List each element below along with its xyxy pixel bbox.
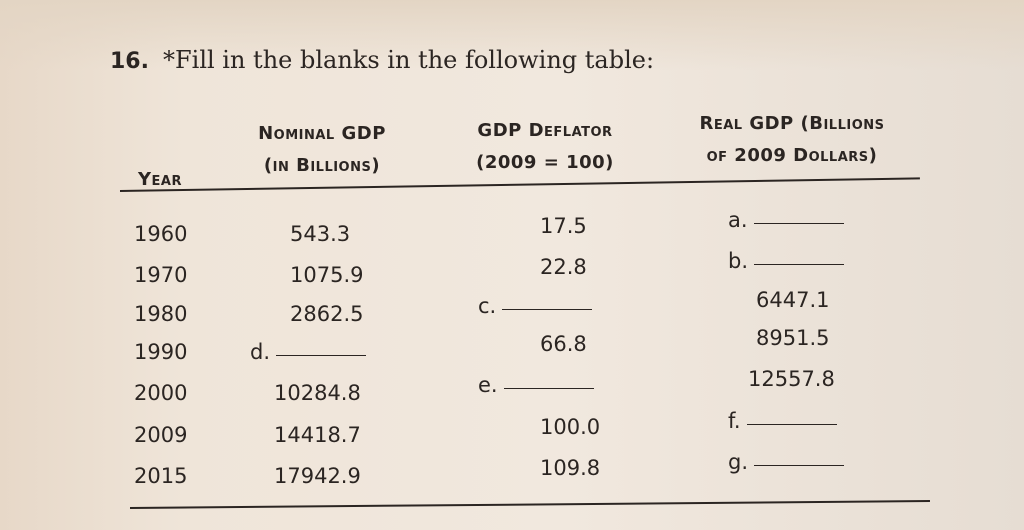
- cell-real: a.: [728, 208, 844, 232]
- cell-value: 14418.7: [274, 423, 361, 447]
- cell-real: g.: [728, 450, 845, 474]
- header-real-line1: Real GDP (Billions: [699, 113, 885, 134]
- cell-value: 12557.8: [748, 367, 835, 391]
- header-real-line2: of 2009 Dollars): [706, 145, 878, 166]
- answer-blank-line: [754, 263, 845, 265]
- cell-deflator: e.: [478, 373, 594, 397]
- cell-deflator: 109.8: [540, 456, 600, 480]
- cell-value: 1990: [134, 340, 188, 364]
- header-real-gdp: Real GDP (Billions of 2009 Dollars): [662, 108, 922, 172]
- page-top-shadow: [0, 0, 1024, 70]
- header-nominal-gdp: Nominal GDP (in Billions): [232, 118, 412, 182]
- cell-value: 543.3: [290, 222, 351, 246]
- blank-label: b.: [728, 249, 749, 273]
- blank-label: d.: [250, 340, 271, 364]
- bottom-rule: [129, 500, 930, 509]
- cell-value: 17.5: [540, 214, 587, 238]
- cell-nominal: d.: [250, 340, 367, 364]
- cell-real: b.: [728, 249, 845, 273]
- blank-label: c.: [478, 294, 497, 318]
- cell-nominal: 1075.9: [290, 263, 363, 287]
- cell-value: 66.8: [540, 332, 587, 356]
- cell-year: 2009: [134, 423, 187, 447]
- question-heading: 16. *Fill in the blanks in the following …: [110, 46, 654, 74]
- cell-real: 12557.8: [748, 367, 835, 391]
- cell-value: 109.8: [540, 456, 601, 480]
- cell-year: 1990: [134, 340, 187, 364]
- cell-value: 2015: [134, 464, 188, 488]
- answer-blank-line: [754, 464, 845, 466]
- cell-value: 1075.9: [290, 263, 364, 287]
- cell-nominal: 14418.7: [274, 423, 361, 447]
- answer-blank-line: [503, 387, 594, 389]
- cell-value: 1980: [134, 302, 188, 326]
- cell-real: 6447.1: [756, 288, 829, 312]
- cell-year: 1960: [134, 222, 187, 246]
- cell-deflator: 22.8: [540, 255, 587, 279]
- cell-year: 1970: [134, 263, 187, 287]
- header-deflator-line2: (2009 = 100): [476, 152, 614, 173]
- cell-value: 22.8: [540, 255, 587, 279]
- cell-year: 1980: [134, 302, 187, 326]
- question-number: 16.: [110, 49, 149, 74]
- blank-label: e.: [478, 373, 498, 397]
- cell-value: 8951.5: [756, 326, 830, 350]
- blank-label: g.: [728, 450, 749, 474]
- cell-deflator: 66.8: [540, 332, 587, 356]
- cell-real: 8951.5: [756, 326, 829, 350]
- cell-value: 2009: [134, 423, 188, 447]
- cell-real: f.: [728, 409, 837, 433]
- cell-deflator: 17.5: [540, 214, 587, 238]
- answer-blank-line: [746, 423, 837, 425]
- header-gdp-deflator: GDP Deflator (2009 = 100): [445, 115, 645, 179]
- cell-nominal: 2862.5: [290, 302, 363, 326]
- cell-year: 2015: [134, 464, 187, 488]
- blank-label: f.: [728, 409, 741, 433]
- cell-nominal: 10284.8: [274, 381, 361, 405]
- header-nominal-line1: Nominal GDP: [258, 123, 386, 144]
- answer-blank-line: [276, 354, 367, 356]
- cell-value: 2862.5: [290, 302, 364, 326]
- header-deflator-line1: GDP Deflator: [477, 120, 613, 141]
- header-nominal-line2: (in Billions): [263, 155, 381, 176]
- cell-value: 6447.1: [756, 288, 830, 312]
- cell-deflator: 100.0: [540, 415, 600, 439]
- cell-value: 100.0: [540, 415, 601, 439]
- blank-label: a.: [728, 208, 748, 232]
- question-text: *Fill in the blanks in the following tab…: [162, 46, 655, 74]
- answer-blank-line: [502, 308, 593, 310]
- cell-year: 2000: [134, 381, 187, 405]
- cell-value: 2000: [134, 381, 188, 405]
- cell-value: 10284.8: [274, 381, 361, 405]
- cell-value: 1970: [134, 263, 188, 287]
- cell-value: 1960: [134, 222, 188, 246]
- cell-nominal: 543.3: [290, 222, 350, 246]
- cell-value: 17942.9: [274, 464, 361, 488]
- header-year: Year: [138, 169, 182, 190]
- cell-deflator: c.: [478, 294, 593, 318]
- answer-blank-line: [753, 222, 844, 224]
- cell-nominal: 17942.9: [274, 464, 361, 488]
